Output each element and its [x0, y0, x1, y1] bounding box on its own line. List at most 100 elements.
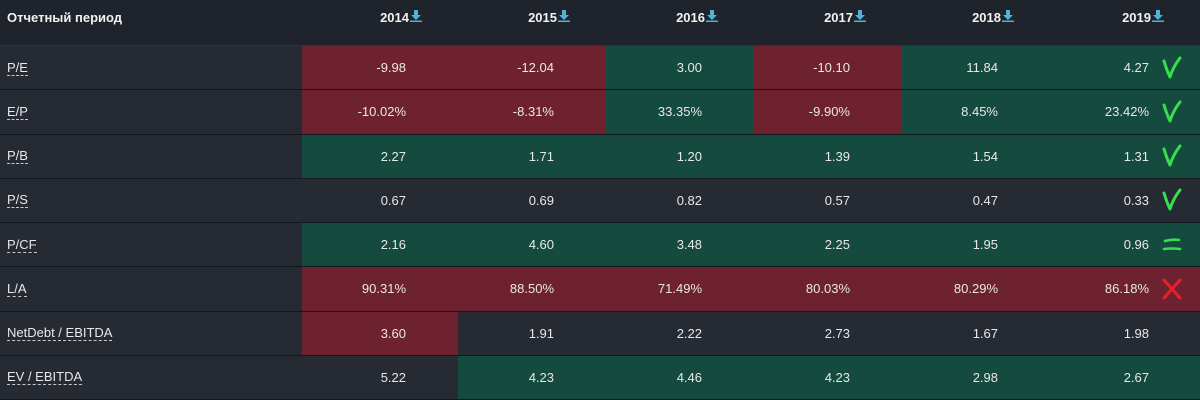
value-cell: 2.22 — [606, 311, 754, 356]
value-cell: 4.23 — [458, 355, 606, 400]
cross-mark-icon — [1162, 278, 1182, 300]
value-cell: 1.31 — [1050, 134, 1200, 179]
year-label: 2019 — [1122, 10, 1151, 25]
value-text: 1.95 — [972, 237, 998, 253]
value-text: 88.50% — [509, 281, 554, 297]
check-mark-icon — [1162, 144, 1182, 167]
header-year-2015[interactable]: 2015 — [458, 0, 606, 46]
header-year-2017[interactable]: 2017 — [754, 0, 902, 46]
value-cell: 1.67 — [902, 311, 1050, 356]
value-cell: -9.90% — [754, 90, 902, 135]
value-cell: 2.98 — [902, 355, 1050, 400]
year-label: 2014 — [380, 10, 409, 25]
value-cell: 23.42% — [1050, 90, 1200, 135]
value-cell: -8.31% — [458, 90, 606, 135]
value-text: -10.10 — [813, 60, 850, 76]
value-text: 1.71 — [528, 148, 554, 164]
value-cell: 1.20 — [606, 134, 754, 179]
value-text: 1.31 — [1123, 148, 1149, 164]
row-label-3[interactable]: P/S — [0, 178, 302, 223]
value-cell: 4.60 — [458, 223, 606, 268]
check-mark-icon — [1162, 100, 1182, 123]
download-icon[interactable] — [410, 10, 422, 22]
value-text: 4.60 — [528, 237, 554, 253]
value-text: -8.31% — [512, 104, 554, 120]
value-cell: 0.33 — [1050, 178, 1200, 223]
value-cell: 0.82 — [606, 178, 754, 223]
value-text: 1.91 — [528, 325, 554, 341]
value-cell: 4.46 — [606, 355, 754, 400]
download-icon[interactable] — [1152, 10, 1164, 22]
value-text: 3.60 — [380, 325, 406, 341]
value-cell: 5.22 — [302, 355, 458, 400]
value-text: 0.47 — [972, 192, 998, 208]
value-cell: 71.49% — [606, 267, 754, 312]
value-cell: 4.23 — [754, 355, 902, 400]
value-cell: 4.27 — [1050, 46, 1200, 91]
row-label-6[interactable]: NetDebt / EBITDA — [0, 311, 302, 356]
header-year-2019[interactable]: 2019 — [1050, 0, 1200, 46]
value-text: 23.42% — [1104, 104, 1149, 120]
metric-name[interactable]: P/CF — [7, 236, 37, 253]
check-mark-icon — [1162, 188, 1182, 211]
value-text: 4.46 — [676, 369, 702, 385]
metric-name[interactable]: P/E — [7, 59, 28, 76]
header-year-2018[interactable]: 2018 — [902, 0, 1050, 46]
value-text: 2.25 — [824, 237, 850, 253]
value-cell: 11.84 — [902, 46, 1050, 91]
download-icon[interactable] — [706, 10, 718, 22]
value-cell: 2.67 — [1050, 355, 1200, 400]
value-cell: 2.27 — [302, 134, 458, 179]
value-cell: 0.69 — [458, 178, 606, 223]
value-text: 2.98 — [972, 369, 998, 385]
value-cell: 1.39 — [754, 134, 902, 179]
value-text: -9.98 — [376, 60, 406, 76]
value-cell: 86.18% — [1050, 267, 1200, 312]
year-label: 2018 — [972, 10, 1001, 25]
year-label: 2015 — [528, 10, 557, 25]
value-text: 80.03% — [805, 281, 850, 297]
metric-name[interactable]: P/B — [7, 148, 28, 165]
year-label: 2017 — [824, 10, 853, 25]
value-text: 1.39 — [824, 148, 850, 164]
header-year-2016[interactable]: 2016 — [606, 0, 754, 46]
row-label-7[interactable]: EV / EBITDA — [0, 355, 302, 400]
metric-name[interactable]: P/S — [7, 192, 28, 209]
metric-name[interactable]: EV / EBITDA — [7, 369, 83, 386]
value-text: 4.23 — [528, 369, 554, 385]
metric-name[interactable]: E/P — [7, 103, 28, 120]
value-cell: 1.95 — [902, 223, 1050, 268]
row-label-5[interactable]: L/A — [0, 267, 302, 312]
value-text: 80.29% — [953, 281, 998, 297]
download-icon[interactable] — [854, 10, 866, 22]
row-label-4[interactable]: P/CF — [0, 223, 302, 268]
row-label-1[interactable]: E/P — [0, 90, 302, 135]
header-period-label: Отчетный период — [0, 0, 302, 46]
row-label-2[interactable]: P/B — [0, 134, 302, 179]
row-label-0[interactable]: P/E — [0, 46, 302, 91]
value-cell: -10.02% — [302, 90, 458, 135]
value-cell: 0.67 — [302, 178, 458, 223]
value-text: 2.67 — [1123, 369, 1149, 385]
value-text: 0.69 — [528, 192, 554, 208]
value-text: 2.73 — [824, 325, 850, 341]
metric-name[interactable]: L/A — [7, 280, 27, 297]
header-year-2014[interactable]: 2014 — [302, 0, 458, 46]
value-text: 5.22 — [380, 369, 406, 385]
value-cell: 8.45% — [902, 90, 1050, 135]
metric-name[interactable]: NetDebt / EBITDA — [7, 325, 113, 342]
value-text: 1.20 — [676, 148, 702, 164]
value-text: 71.49% — [657, 281, 702, 297]
value-text: 0.82 — [676, 192, 702, 208]
value-text: 4.27 — [1123, 60, 1149, 76]
value-cell: 1.71 — [458, 134, 606, 179]
value-cell: 80.03% — [754, 267, 902, 312]
download-icon[interactable] — [558, 10, 570, 22]
period-label-text: Отчетный период — [7, 10, 123, 25]
value-text: 3.00 — [676, 60, 702, 76]
download-icon[interactable] — [1002, 10, 1014, 22]
value-cell: 88.50% — [458, 267, 606, 312]
value-cell: 1.98 — [1050, 311, 1200, 356]
value-text: 4.23 — [824, 369, 850, 385]
